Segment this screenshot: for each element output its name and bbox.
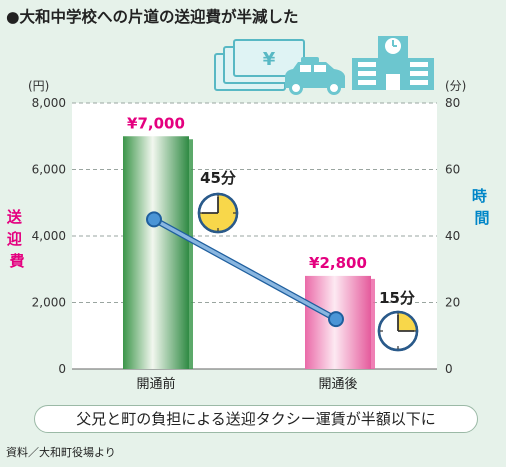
summary-caption: 父兄と町の負担による送迎タクシー運賃が半額以下に	[34, 405, 478, 433]
chart-title: ●大和中学校への片道の送迎費が半減した	[6, 8, 299, 26]
right-axis-label-char-2: 間	[474, 209, 489, 227]
left-axis-label-char-3: 費	[9, 252, 24, 270]
category-labels: 開通前 開通後	[136, 376, 357, 392]
axis-ticks: 0 2,000 4,000 6,000 8,000 0 20 40 60 80	[32, 96, 461, 376]
time-point	[328, 311, 344, 328]
left-tick-label: 2,000	[32, 296, 66, 310]
bar-1	[123, 136, 189, 369]
building-clock-icon	[352, 36, 434, 90]
right-tick-label: 40	[445, 229, 460, 243]
right-tick-label: 80	[445, 96, 460, 110]
illustration: ¥	[214, 36, 434, 95]
svg-text:¥: ¥	[263, 49, 276, 70]
clock-elapsed-wedge	[398, 312, 417, 331]
category-label: 開通後	[318, 377, 357, 392]
bar-series: ¥7,000 ¥2,800	[123, 114, 375, 369]
left-axis-label-char-2: 迎	[7, 230, 22, 248]
clock-icons: 45分 15分	[197, 169, 419, 352]
taxi-icon	[285, 57, 345, 95]
right-tick-label: 0	[445, 362, 453, 376]
left-tick-label: 4,000	[32, 229, 66, 243]
category-label: 開通前	[136, 376, 175, 392]
source-note: 資料／大和町役場より	[6, 446, 116, 459]
left-tick-label: 8,000	[32, 96, 66, 110]
bar-value-label: ¥7,000	[127, 114, 185, 132]
clock-icon	[377, 310, 419, 352]
left-axis-label: 送 迎 費	[6, 208, 27, 270]
time-line	[152, 217, 338, 321]
left-axis-unit: (円)	[28, 79, 49, 93]
banknotes-icon: ¥	[214, 39, 305, 91]
left-tick-label: 6,000	[32, 163, 66, 177]
right-tick-label: 20	[445, 296, 460, 310]
time-value-label: 45分	[200, 169, 236, 187]
right-tick-label: 60	[445, 163, 460, 177]
left-axis-label-char-1: 送	[6, 208, 23, 226]
time-value-label: 15分	[379, 289, 415, 307]
left-tick-label: 0	[58, 362, 66, 376]
right-axis-label: 時 間	[472, 187, 492, 227]
right-axis-label-char-1: 時	[472, 187, 487, 205]
time-point	[146, 211, 162, 228]
clock-icon	[197, 192, 239, 234]
right-axis-unit: (分)	[445, 79, 466, 93]
bar-value-label: ¥2,800	[309, 254, 367, 272]
time-line-series	[146, 211, 344, 328]
